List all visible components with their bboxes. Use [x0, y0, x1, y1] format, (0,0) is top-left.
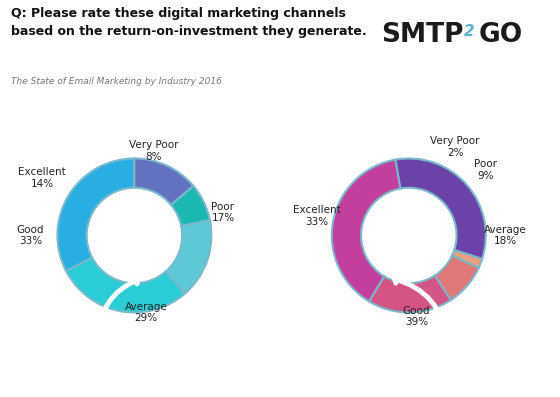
Text: INDUSTRY: RETAIL & E-COMMERCE: INDUSTRY: RETAIL & E-COMMERCE	[11, 102, 321, 118]
Wedge shape	[395, 158, 486, 259]
Text: Excellent
33%: Excellent 33%	[292, 205, 340, 227]
Wedge shape	[134, 158, 193, 205]
Text: Social
Media: Social Media	[28, 335, 99, 379]
Text: Average
29%: Average 29%	[124, 302, 167, 323]
Text: Average
18%: Average 18%	[484, 225, 526, 246]
Text: SMTP: SMTP	[381, 23, 463, 48]
Text: Poor
9%: Poor 9%	[474, 159, 497, 181]
Text: Q: Please rate these digital marketing channels
based on the return-on-investmen: Q: Please rate these digital marketing c…	[11, 8, 367, 38]
Text: Very Poor
2%: Very Poor 2%	[430, 136, 480, 158]
Wedge shape	[171, 186, 210, 226]
Text: Good
39%: Good 39%	[403, 306, 430, 327]
Text: 2: 2	[464, 24, 474, 39]
Wedge shape	[435, 255, 479, 300]
Wedge shape	[369, 276, 451, 312]
Wedge shape	[58, 158, 134, 271]
Wedge shape	[166, 220, 211, 293]
Text: Poor
17%: Poor 17%	[211, 202, 235, 223]
Text: Very Poor
8%: Very Poor 8%	[129, 140, 179, 162]
Text: Good
33%: Good 33%	[17, 225, 44, 246]
Wedge shape	[452, 250, 482, 268]
Text: Email
Marketing: Email Marketing	[409, 335, 529, 379]
Text: GO: GO	[479, 23, 523, 48]
Text: Excellent
14%: Excellent 14%	[18, 167, 66, 189]
Wedge shape	[66, 258, 185, 312]
Text: The State of Email Marketing by Industry 2016: The State of Email Marketing by Industry…	[11, 77, 222, 86]
Wedge shape	[332, 160, 400, 301]
